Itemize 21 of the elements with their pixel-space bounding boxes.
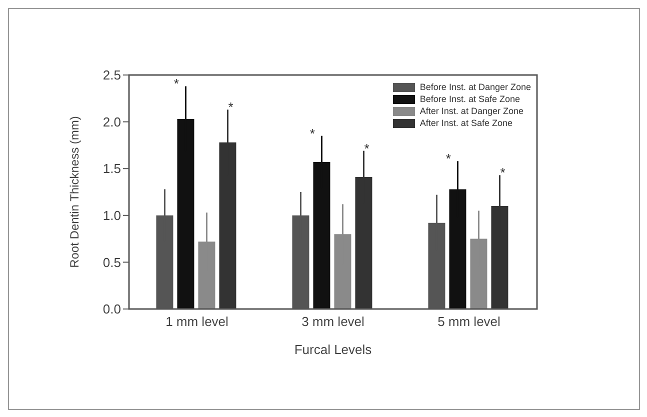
legend-label: After Inst. at Danger Zone [420,105,524,117]
legend-label: Before Inst. at Danger Zone [420,81,531,93]
y-tick-label: 2.5 [102,68,121,83]
x-tick-label: 1 mm level [166,314,229,330]
y-tick-label: 1.0 [102,208,121,224]
y-tick-label: 0.0 [102,302,121,317]
annotation: * [228,100,234,115]
y-tick-label: 1.5 [102,161,121,176]
y-tick-label: 2.0 [102,114,121,130]
annotation: * [446,151,451,166]
annotation: * [500,165,506,180]
annotation: * [364,140,370,156]
legend-label: Before Inst. at Safe Zone [420,93,520,105]
legend-label: After Inst. at Safe Zone [420,117,512,129]
x-tick-label: 3 mm level [302,314,365,330]
annotation: * [174,76,179,92]
y-axis-title: Root Dentin Thickness (mm) [67,116,82,268]
annotation: * [310,126,315,141]
y-tick-label: 0.5 [102,254,121,270]
x-tick-label: 5 mm level [438,314,501,330]
x-axis-title: Furcal Levels [294,342,372,357]
